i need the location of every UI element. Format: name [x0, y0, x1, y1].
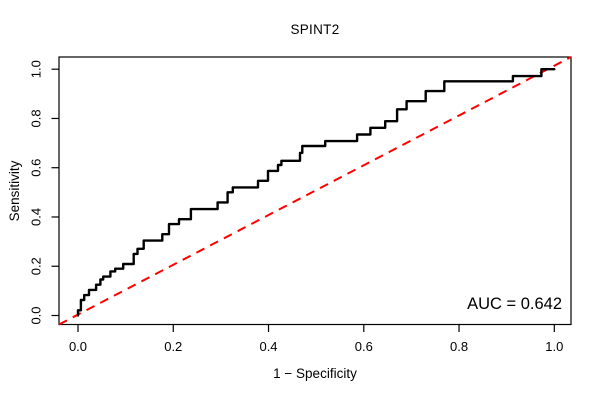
reference-diagonal-line [58, 56, 572, 326]
x-tick-label: 0.2 [164, 339, 182, 354]
y-tick-label: 0.4 [28, 208, 43, 226]
y-tick-label: 1.0 [28, 60, 43, 78]
y-tick-label: 0.2 [28, 257, 43, 275]
x-tick-label: 0.6 [355, 339, 373, 354]
x-tick-label: 0.0 [69, 339, 87, 354]
roc-curve [76, 67, 556, 317]
y-tick-label: 0.0 [28, 306, 43, 324]
chart-title: SPINT2 [290, 22, 340, 37]
plot-box [58, 56, 572, 326]
auc-annotation: AUC = 0.642 [467, 295, 562, 313]
y-axis-label: Sensitivity [7, 160, 22, 222]
y-tick-label: 0.8 [28, 109, 43, 127]
x-tick-label: 0.8 [450, 339, 468, 354]
x-tick-label: 0.4 [259, 339, 277, 354]
y-tick-label: 0.6 [28, 159, 43, 177]
x-axis-label: 1 − Specificity [273, 366, 357, 381]
x-tick-label: 1.0 [545, 339, 563, 354]
